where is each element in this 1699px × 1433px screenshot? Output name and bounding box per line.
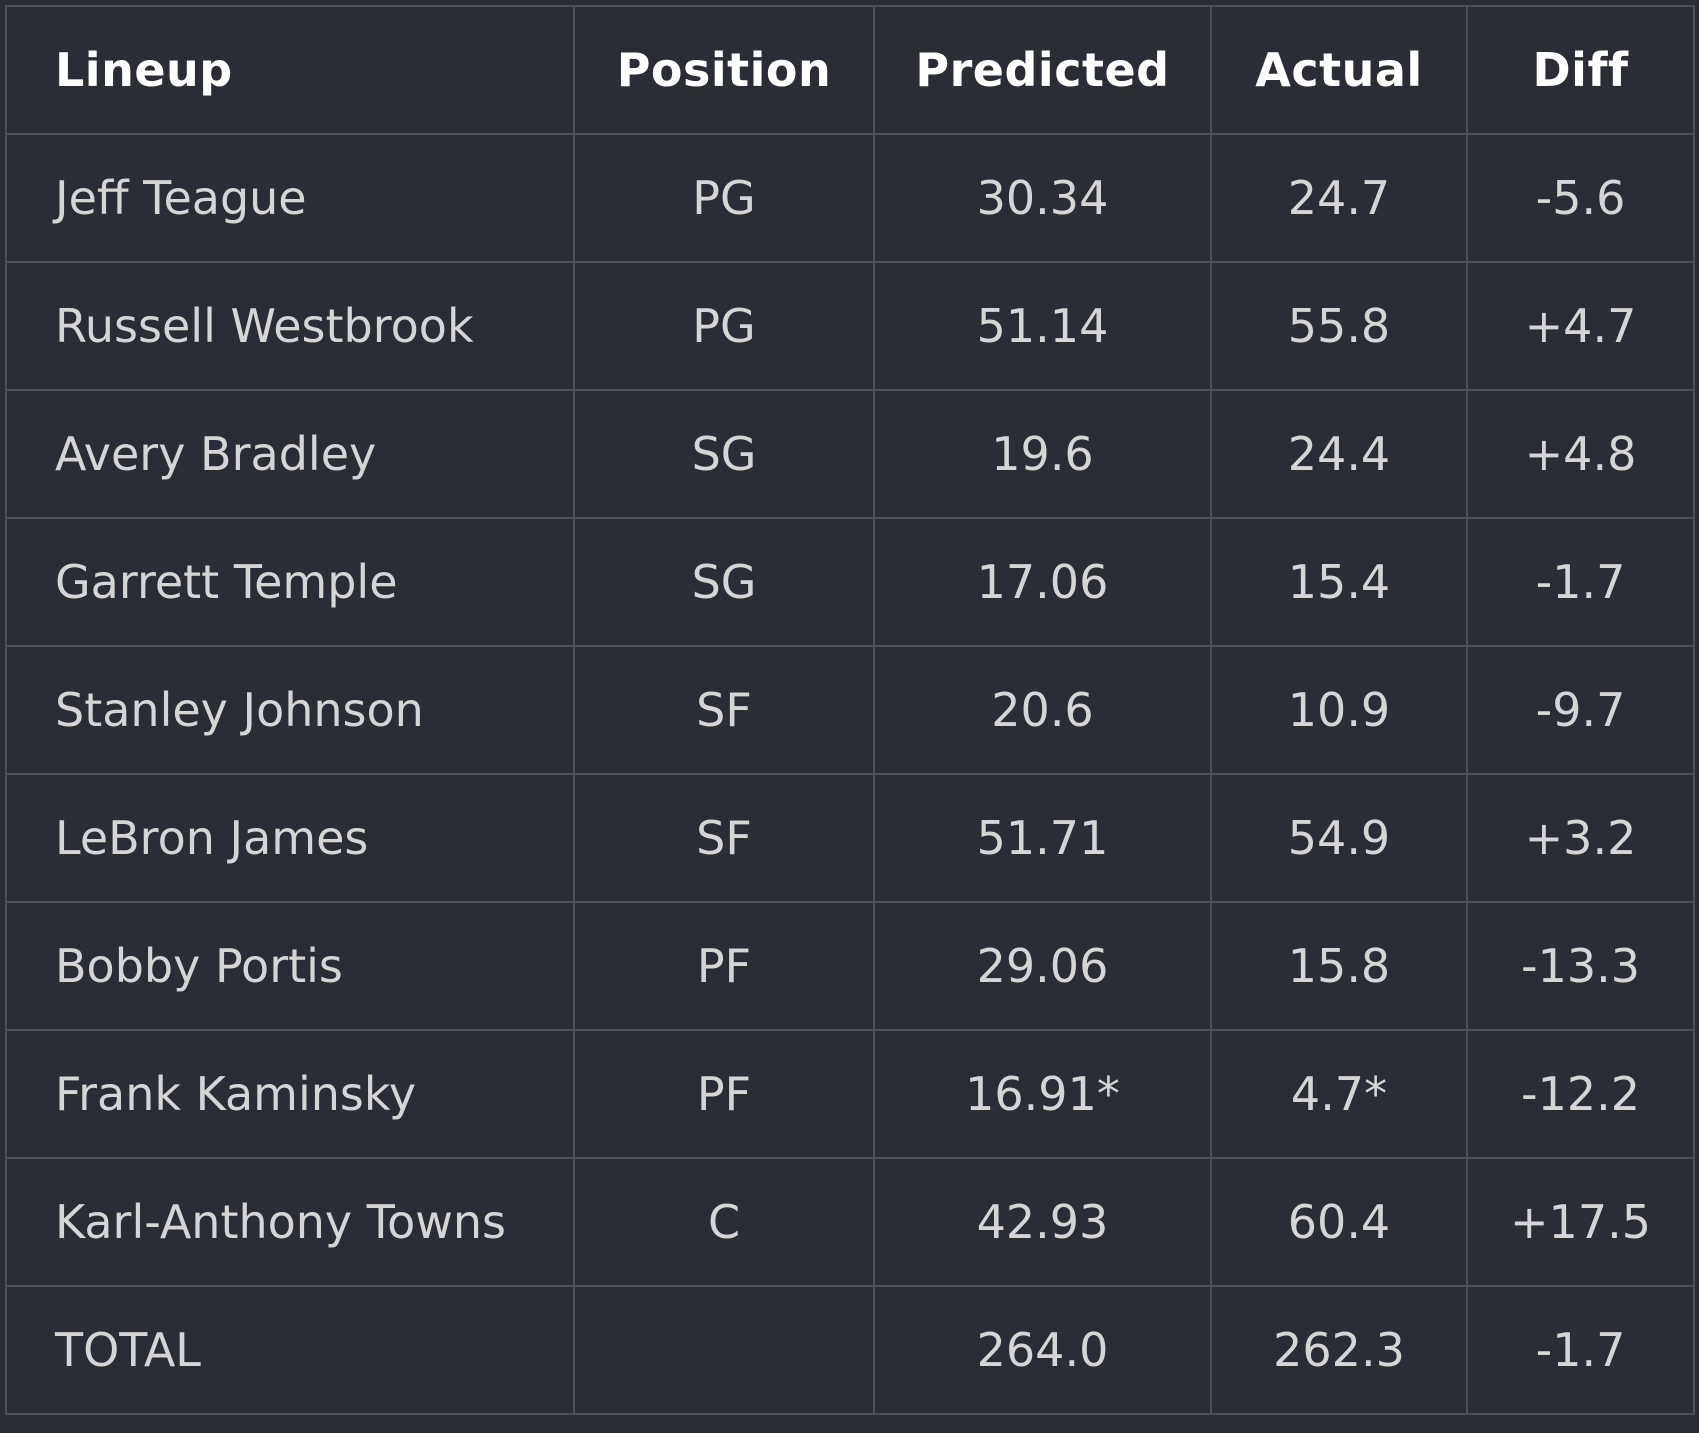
cell-actual: 60.4 — [1210, 1157, 1468, 1287]
cell-predicted: 51.14 — [873, 261, 1212, 391]
cell-actual: 24.7 — [1210, 133, 1468, 263]
header-position: Position — [573, 5, 875, 135]
table-row: Avery Bradley SG 19.6 24.4 +4.8 — [5, 389, 1695, 519]
table-header-row: Lineup Position Predicted Actual Diff — [5, 5, 1695, 135]
cell-diff: +3.2 — [1466, 773, 1695, 903]
cell-lineup: TOTAL — [5, 1285, 575, 1415]
cell-position: SF — [573, 773, 875, 903]
cell-diff: +17.5 — [1466, 1157, 1695, 1287]
cell-predicted: 20.6 — [873, 645, 1212, 775]
cell-position: SG — [573, 389, 875, 519]
cell-position: SF — [573, 645, 875, 775]
cell-lineup: Stanley Johnson — [5, 645, 575, 775]
cell-predicted: 42.93 — [873, 1157, 1212, 1287]
cell-predicted: 17.06 — [873, 517, 1212, 647]
cell-predicted: 16.91* — [873, 1029, 1212, 1159]
table-row: Karl-Anthony Towns C 42.93 60.4 +17.5 — [5, 1157, 1695, 1287]
table-row: Stanley Johnson SF 20.6 10.9 -9.7 — [5, 645, 1695, 775]
cell-lineup: Russell Westbrook — [5, 261, 575, 391]
cell-diff: +4.8 — [1466, 389, 1695, 519]
cell-diff: -5.6 — [1466, 133, 1695, 263]
cell-lineup: Garrett Temple — [5, 517, 575, 647]
cell-position: C — [573, 1157, 875, 1287]
cell-lineup: Bobby Portis — [5, 901, 575, 1031]
table-row: LeBron James SF 51.71 54.9 +3.2 — [5, 773, 1695, 903]
cell-position: PF — [573, 901, 875, 1031]
cell-diff: -12.2 — [1466, 1029, 1695, 1159]
cell-predicted: 30.34 — [873, 133, 1212, 263]
cell-actual: 4.7* — [1210, 1029, 1468, 1159]
cell-actual: 15.4 — [1210, 517, 1468, 647]
table-row: Jeff Teague PG 30.34 24.7 -5.6 — [5, 133, 1695, 263]
cell-position: SG — [573, 517, 875, 647]
cell-predicted: 19.6 — [873, 389, 1212, 519]
table-row: Russell Westbrook PG 51.14 55.8 +4.7 — [5, 261, 1695, 391]
cell-diff: -1.7 — [1466, 517, 1695, 647]
cell-actual: 10.9 — [1210, 645, 1468, 775]
cell-lineup: Frank Kaminsky — [5, 1029, 575, 1159]
cell-diff: -1.7 — [1466, 1285, 1695, 1415]
cell-actual: 262.3 — [1210, 1285, 1468, 1415]
cell-actual: 54.9 — [1210, 773, 1468, 903]
header-diff: Diff — [1466, 5, 1695, 135]
cell-actual: 24.4 — [1210, 389, 1468, 519]
table-row: Garrett Temple SG 17.06 15.4 -1.7 — [5, 517, 1695, 647]
cell-position: PG — [573, 133, 875, 263]
cell-actual: 15.8 — [1210, 901, 1468, 1031]
total-row: TOTAL 264.0 262.3 -1.7 — [5, 1285, 1695, 1415]
cell-lineup: Avery Bradley — [5, 389, 575, 519]
cell-predicted: 29.06 — [873, 901, 1212, 1031]
header-lineup: Lineup — [5, 5, 575, 135]
cell-predicted: 51.71 — [873, 773, 1212, 903]
cell-predicted: 264.0 — [873, 1285, 1212, 1415]
cell-position: PF — [573, 1029, 875, 1159]
header-predicted: Predicted — [873, 5, 1212, 135]
cell-lineup: LeBron James — [5, 773, 575, 903]
lineup-table: Lineup Position Predicted Actual Diff Je… — [5, 5, 1695, 1415]
cell-diff: +4.7 — [1466, 261, 1695, 391]
cell-lineup: Jeff Teague — [5, 133, 575, 263]
cell-diff: -13.3 — [1466, 901, 1695, 1031]
cell-lineup: Karl-Anthony Towns — [5, 1157, 575, 1287]
cell-position: PG — [573, 261, 875, 391]
cell-diff: -9.7 — [1466, 645, 1695, 775]
table-row: Bobby Portis PF 29.06 15.8 -13.3 — [5, 901, 1695, 1031]
header-actual: Actual — [1210, 5, 1468, 135]
cell-position — [573, 1285, 875, 1415]
table-row: Frank Kaminsky PF 16.91* 4.7* -12.2 — [5, 1029, 1695, 1159]
cell-actual: 55.8 — [1210, 261, 1468, 391]
